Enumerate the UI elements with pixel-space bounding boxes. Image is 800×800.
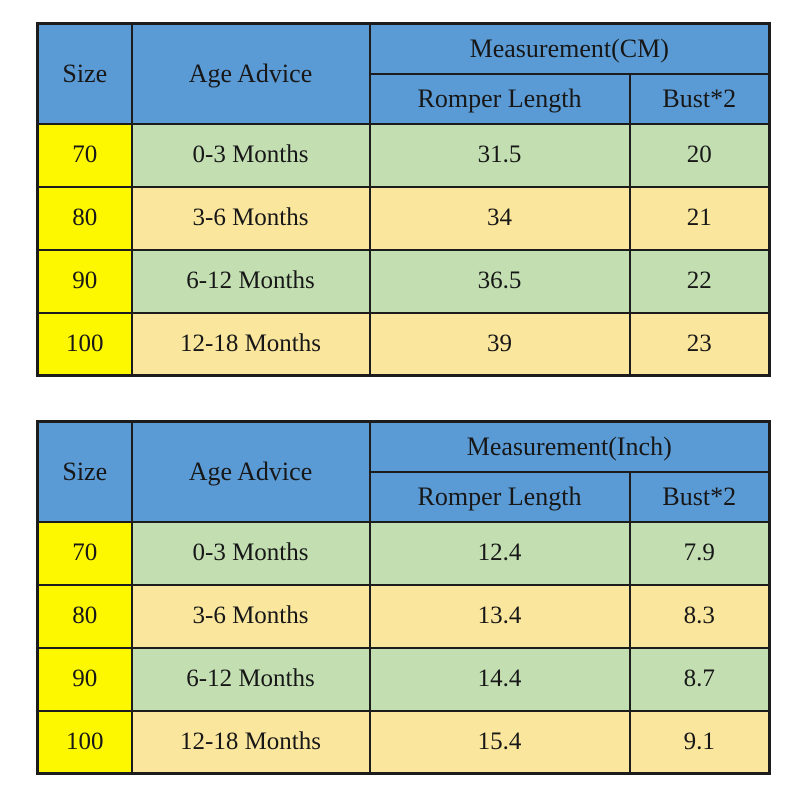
cell-size: 90 — [36, 248, 133, 314]
header-row-sub: Romper Length Bust*2 — [38, 72, 771, 125]
cell-bust: 22 — [628, 248, 771, 314]
cell-size: 100 — [36, 311, 133, 377]
cell-age: 12-18 Months — [130, 311, 371, 377]
table-row: 80 3-6 Months 13.4 8.3 — [36, 583, 771, 649]
cell-size: 70 — [36, 520, 133, 586]
header-cell-measurement-inch: Measurement(Inch) — [368, 420, 771, 473]
cell-romper: 13.4 — [368, 583, 631, 649]
size-chart-cm-body: 70 0-3 Months 31.5 20 80 3-6 Months 34 21 90 6-12… — [36, 122, 771, 377]
cell-age: 3-6 Months — [130, 185, 371, 251]
cell-romper: 34 — [368, 185, 631, 251]
cell-romper: 12.4 — [368, 520, 631, 586]
header-cell-bust: Bust*2 — [628, 72, 771, 125]
table-row: 90 6-12 Months 14.4 8.7 — [36, 646, 771, 712]
cell-age: 0-3 Months — [130, 520, 371, 586]
cell-romper: 15.4 — [368, 709, 631, 775]
cell-romper: 31.5 — [368, 122, 631, 188]
header-cell-size: Size — [36, 22, 133, 125]
cell-bust: 7.9 — [628, 520, 771, 586]
cell-age: 3-6 Months — [130, 583, 371, 649]
cell-age: 6-12 Months — [130, 646, 371, 712]
size-chart-cm-table: Size Age Advice Measurement(CM) Romper L… — [36, 22, 771, 377]
cell-bust: 23 — [628, 311, 771, 377]
header-row-top: Size Age Advice Measurement(CM) — [36, 22, 771, 125]
cell-size: 80 — [36, 583, 133, 649]
table-row: 100 12-18 Months 39 23 — [36, 311, 771, 377]
header-cell-age-advice: Age Advice — [130, 22, 371, 125]
cell-size: 100 — [36, 709, 133, 775]
cell-bust: 21 — [628, 185, 771, 251]
table-row: 90 6-12 Months 36.5 22 — [36, 248, 771, 314]
header-cell-romper-length: Romper Length — [368, 470, 631, 523]
size-chart-cm-header: Size Age Advice Measurement(CM) Romper L… — [36, 22, 771, 125]
cell-age: 0-3 Months — [130, 122, 371, 188]
cell-size: 80 — [36, 185, 133, 251]
cell-romper: 39 — [368, 311, 631, 377]
table-row: 70 0-3 Months 12.4 7.9 — [36, 520, 771, 586]
cell-age: 6-12 Months — [130, 248, 371, 314]
cell-bust: 8.3 — [628, 583, 771, 649]
header-cell-bust: Bust*2 — [628, 470, 771, 523]
size-chart-inch-table: Size Age Advice Measurement(Inch) Romper… — [36, 420, 771, 775]
table-row: 100 12-18 Months 15.4 9.1 — [36, 709, 771, 775]
cell-bust: 9.1 — [628, 709, 771, 775]
header-cell-age-advice: Age Advice — [130, 420, 371, 523]
cell-romper: 14.4 — [368, 646, 631, 712]
table-row: 70 0-3 Months 31.5 20 — [36, 122, 771, 188]
header-cell-size: Size — [36, 420, 133, 523]
cell-romper: 36.5 — [368, 248, 631, 314]
table-row: 80 3-6 Months 34 21 — [36, 185, 771, 251]
header-cell-measurement-cm: Measurement(CM) — [368, 22, 771, 75]
cell-size: 70 — [36, 122, 133, 188]
cell-bust: 20 — [628, 122, 771, 188]
header-row-sub: Romper Length Bust*2 — [38, 470, 771, 523]
cell-age: 12-18 Months — [130, 709, 371, 775]
cell-size: 90 — [36, 646, 133, 712]
header-cell-romper-length: Romper Length — [368, 72, 631, 125]
size-chart-inch-header: Size Age Advice Measurement(Inch) Romper… — [36, 420, 771, 523]
size-chart-inch-body: 70 0-3 Months 12.4 7.9 80 3-6 Months 13.4 8.3 90… — [36, 520, 771, 775]
header-row-top: Size Age Advice Measurement(Inch) — [36, 420, 771, 523]
cell-bust: 8.7 — [628, 646, 771, 712]
